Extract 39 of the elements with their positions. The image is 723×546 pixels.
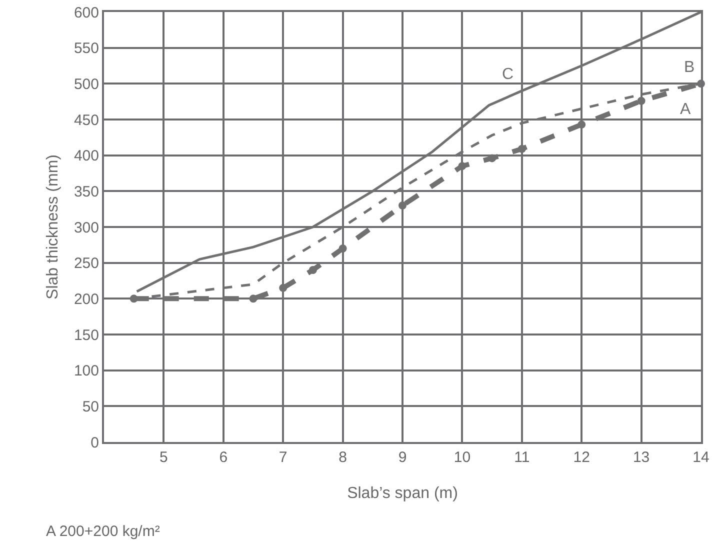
x-tick-label: 6 (219, 449, 228, 466)
y-tick-label: 450 (74, 112, 99, 129)
x-tick-label: 13 (632, 449, 650, 466)
x-tick-label: 10 (454, 449, 471, 466)
y-tick-label: 150 (74, 326, 99, 344)
series-label: B (684, 59, 695, 76)
y-tick-label: 100 (74, 362, 99, 380)
y-tick-label: 250 (74, 255, 99, 272)
y-tick-label: 200 (74, 290, 99, 308)
x-tick-label: 7 (278, 449, 288, 466)
y-tick-label: 400 (74, 148, 99, 165)
point (249, 294, 258, 303)
y-tick-label: 550 (74, 40, 99, 58)
x-tick-label: 5 (160, 449, 168, 466)
point (518, 144, 526, 153)
point (458, 162, 466, 170)
x-tick-label: 14 (692, 449, 710, 466)
series-label: C (502, 66, 514, 83)
point (637, 96, 646, 105)
point (279, 284, 288, 292)
series-label: A (680, 101, 691, 118)
x-tick-label: 8 (338, 449, 347, 466)
point (338, 244, 347, 252)
y-axis-title: Slab thickness (mm) (44, 154, 62, 300)
point (398, 202, 406, 210)
y-tick-label: 50 (82, 398, 99, 416)
point (578, 120, 586, 129)
x-tick-label: 9 (398, 449, 407, 466)
y-tick-label: 350 (74, 183, 99, 200)
point (130, 294, 138, 303)
point (308, 266, 317, 274)
y-tick-label: 600 (74, 4, 99, 22)
y-tick-label: 300 (74, 219, 99, 236)
x-axis-title: Slab’s span (m) (347, 485, 458, 502)
text: A 200+200 kg/m² (46, 523, 160, 540)
x-tick-label: 11 (514, 449, 530, 466)
y-tick-label: 0 (90, 434, 99, 452)
y-tick-label: 500 (74, 76, 99, 93)
x-tick-label: 12 (573, 449, 590, 466)
